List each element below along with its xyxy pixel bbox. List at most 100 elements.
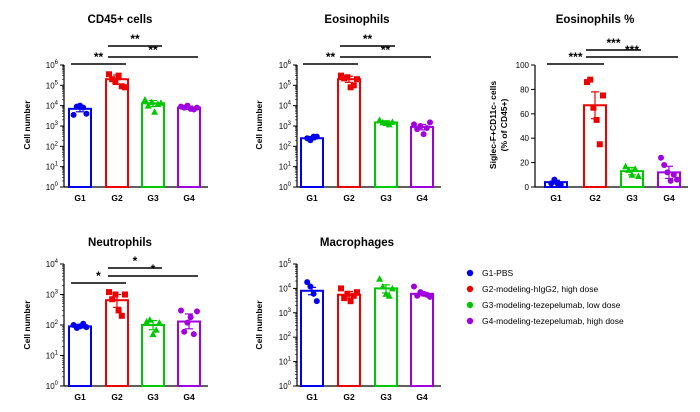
data-point xyxy=(587,76,594,83)
data-point xyxy=(118,83,125,90)
significance-label: ** xyxy=(363,32,373,46)
x-tick-label: G4 xyxy=(663,193,675,203)
data-point xyxy=(625,166,633,173)
plot-area: 100 101 102 103 104 105 G1 G2 G3 G4 xyxy=(279,259,441,402)
data-point xyxy=(354,289,360,296)
data-point xyxy=(313,133,320,140)
significance-label: * xyxy=(151,262,156,276)
x-tick-label: G3 xyxy=(380,392,392,402)
y-tick-label: 20 xyxy=(520,159,529,168)
data-point xyxy=(388,284,396,292)
y-axis-label: Cell number xyxy=(22,100,32,150)
data-point xyxy=(115,72,122,79)
y-tick-label: 104 xyxy=(279,101,292,111)
y-tick-label: 104 xyxy=(279,283,292,293)
panel-neutrophils: Neutrophils Cell number 100 101 102 103 104 G… xyxy=(22,237,208,402)
y-axis-label: Cell number xyxy=(254,300,264,350)
legend-marker-g4 xyxy=(466,317,474,325)
data-point xyxy=(106,289,112,296)
y-axis-label: Cell number xyxy=(22,300,32,350)
x-tick-label: G4 xyxy=(183,193,195,203)
panel-title: Macrophages xyxy=(320,237,394,249)
data-point xyxy=(593,116,600,123)
x-tick-label: G2 xyxy=(343,392,355,402)
x-tick-label: G1 xyxy=(74,193,86,203)
plot-area: 0 20 40 60 80 100 G1 G2 G3 G4 *** *** *** xyxy=(516,36,688,203)
data-point xyxy=(411,283,417,290)
data-point xyxy=(584,79,590,86)
data-point xyxy=(631,165,639,172)
x-tick-label: G4 xyxy=(416,392,428,402)
data-point xyxy=(122,84,128,91)
data-point xyxy=(157,99,165,106)
data-point xyxy=(112,78,119,85)
data-point xyxy=(151,108,159,115)
data-point xyxy=(590,104,597,111)
data-point xyxy=(181,328,188,335)
x-tick-label: G1 xyxy=(306,193,318,203)
y-tick-label: 105 xyxy=(279,80,292,90)
bar-g4 xyxy=(177,106,201,188)
y-tick-label: 104 xyxy=(46,101,59,111)
data-point xyxy=(661,162,668,169)
data-point xyxy=(338,285,344,292)
data-point xyxy=(341,75,348,82)
significance-label: * xyxy=(96,269,101,283)
significance-label: *** xyxy=(568,50,582,64)
data-point xyxy=(194,308,200,315)
data-point xyxy=(109,296,116,303)
significance-label: ** xyxy=(381,43,391,57)
y-tick-label: 102 xyxy=(46,320,59,330)
y-tick-label: 102 xyxy=(46,141,59,151)
y-axis-label: Siglec-F+CD11c- cells xyxy=(488,81,498,169)
data-point xyxy=(388,118,396,125)
data-point xyxy=(149,330,157,338)
x-tick-label: G3 xyxy=(626,193,638,203)
data-point xyxy=(190,331,197,338)
data-point xyxy=(338,72,344,79)
data-point xyxy=(83,110,90,117)
y-axis-label: Cell number xyxy=(254,100,264,150)
data-point xyxy=(83,324,90,331)
legend-marker-g1 xyxy=(466,269,474,277)
data-point xyxy=(304,279,311,286)
bar-g3 xyxy=(141,102,165,188)
data-point xyxy=(420,131,427,138)
bar-g3 xyxy=(374,287,398,387)
significance-label: *** xyxy=(625,43,639,57)
x-tick-label: G3 xyxy=(147,193,159,203)
y-tick-label: 101 xyxy=(279,162,292,172)
y-tick-label: 100 xyxy=(516,61,530,70)
data-point xyxy=(178,307,184,314)
y-tick-label: 104 xyxy=(46,259,59,269)
bar-g1 xyxy=(300,289,324,388)
data-point xyxy=(354,76,360,83)
data-point xyxy=(385,120,393,128)
bar-g2 xyxy=(105,78,129,188)
panel-title: Eosinophils % xyxy=(556,14,635,26)
y-tick-label: 103 xyxy=(279,308,292,318)
y-tick-label: 103 xyxy=(46,290,59,300)
x-tick-label: G1 xyxy=(74,392,86,402)
bar-g1 xyxy=(300,137,324,188)
panel-eosinophils-percent: Eosinophils % Siglec-F+CD11c- cells (% o… xyxy=(488,14,688,203)
data-point xyxy=(350,292,357,299)
data-point xyxy=(344,290,351,297)
plot-area: 100 101 102 103 104 G1 G2 G3 G4 * * * xyxy=(46,254,208,402)
legend-label-g4: G4-modeling-tezepelumab, high dose xyxy=(482,316,624,326)
y-tick-label: 101 xyxy=(46,162,59,172)
data-point xyxy=(146,316,154,323)
data-point xyxy=(350,82,357,89)
x-tick-label: G4 xyxy=(416,193,428,203)
data-point xyxy=(147,98,155,106)
data-point xyxy=(596,141,603,148)
significance-label: ** xyxy=(148,43,158,57)
data-point xyxy=(411,121,417,128)
data-point xyxy=(628,171,636,178)
data-point xyxy=(347,84,354,91)
data-point xyxy=(144,102,152,109)
data-point xyxy=(634,172,642,180)
data-point xyxy=(143,318,151,325)
data-point xyxy=(115,307,122,314)
x-tick-label: G2 xyxy=(111,193,123,203)
